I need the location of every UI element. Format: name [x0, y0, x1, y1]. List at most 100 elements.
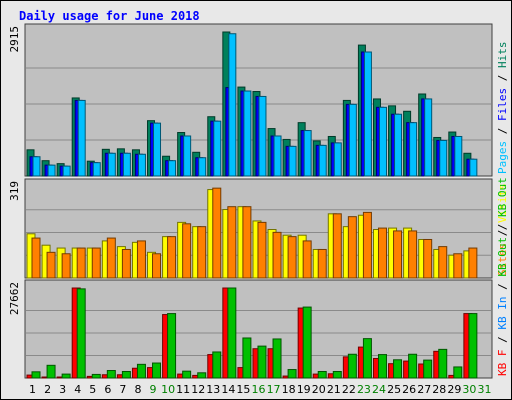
legend-entry: /	[496, 277, 509, 297]
kb-out-bar	[347, 353, 357, 379]
pages-bar	[469, 158, 478, 177]
day-label: 8	[134, 383, 141, 396]
kb-out-bar	[46, 364, 56, 379]
day-label: 24	[372, 383, 386, 396]
day-label: 14	[221, 383, 235, 396]
pages-bar	[198, 157, 207, 177]
kb-out-bar	[106, 370, 116, 379]
day-label: 25	[387, 383, 401, 396]
legend-entry: KB Out	[496, 177, 509, 217]
sites-bar	[106, 237, 116, 279]
day-label: 17	[267, 383, 281, 396]
day-label: 4	[74, 383, 81, 396]
day-label: 28	[432, 383, 446, 396]
kb-out-bar	[423, 359, 433, 379]
sites-bar	[167, 236, 177, 279]
pages-bar	[273, 135, 282, 177]
kb-out-bar	[31, 371, 41, 379]
legend-entry: /	[496, 217, 509, 237]
max-value-label: 27662	[8, 282, 21, 315]
pages-bar	[92, 162, 101, 177]
pages-bar	[394, 113, 403, 177]
pages-bar	[47, 164, 56, 177]
sites-bar	[227, 206, 237, 279]
max-value-label: 319	[8, 181, 21, 201]
kb-out-bar	[377, 354, 387, 379]
kb-out-bar	[121, 370, 131, 379]
pages-bar	[258, 95, 267, 177]
panel-legend: Pages / Files / Hits	[496, 42, 509, 175]
kb-out-bar	[453, 366, 463, 379]
kb-out-bar	[438, 348, 448, 379]
day-label: 22	[342, 383, 356, 396]
kb-out-bar	[76, 288, 86, 379]
sites-bar	[438, 246, 448, 279]
kb-out-bar	[393, 359, 403, 379]
kb-out-bar	[212, 351, 222, 379]
day-label: 30	[462, 383, 476, 396]
pages-bar	[32, 156, 41, 177]
sites-bar	[121, 248, 131, 279]
sites-bar	[61, 253, 71, 279]
legend-entry: Pages	[496, 141, 509, 174]
legend-entry: /	[496, 223, 509, 243]
sites-bar	[317, 248, 327, 279]
kb-out-bar	[408, 353, 418, 379]
day-label: 6	[104, 383, 111, 396]
sites-bar	[423, 238, 433, 279]
legend-entry: Hits	[496, 42, 509, 69]
day-label: 31	[477, 383, 491, 396]
day-label: 13	[206, 383, 220, 396]
kb-out-bar	[332, 370, 342, 379]
pages-bar	[363, 51, 372, 177]
sites-bar	[182, 223, 192, 279]
legend-entry: KB Out	[496, 237, 509, 277]
kb-out-bar	[257, 345, 267, 379]
pages-bar	[303, 130, 312, 177]
panel-legend: Sites / Visits	[496, 183, 509, 276]
day-label: 1	[29, 383, 36, 396]
pages-bar	[333, 142, 342, 177]
pages-bar	[424, 98, 433, 177]
kb-out-bar	[227, 287, 237, 379]
sites-bar	[287, 236, 297, 279]
chart-title: Daily usage for June 2018	[19, 9, 200, 23]
legend-entry: KB F	[496, 350, 509, 377]
day-label: 15	[236, 383, 250, 396]
day-label: 11	[176, 383, 190, 396]
kb-out-bar	[61, 373, 71, 379]
day-label: 10	[161, 383, 175, 396]
legend-entry: /	[496, 68, 509, 88]
kb-out-bar	[91, 373, 101, 379]
sites-bar	[91, 247, 101, 279]
legend-entry: Sites	[496, 243, 509, 276]
panel-legend: KB F / KB In / KB Out / KB Out	[496, 177, 509, 376]
sites-bar	[408, 230, 418, 279]
legend-entry: /	[496, 121, 509, 141]
pages-bar	[137, 153, 146, 177]
kb-out-bar	[287, 369, 297, 379]
pages-bar	[439, 139, 448, 177]
sites-bar	[242, 206, 252, 279]
kb-out-bar	[317, 370, 327, 379]
pages-bar	[168, 160, 177, 177]
legend-entry: Visits	[496, 183, 509, 223]
pages-bar	[107, 152, 116, 177]
day-label: 23	[357, 383, 371, 396]
legend-entry: /	[496, 330, 509, 350]
pages-bar	[454, 135, 463, 177]
max-value-label: 2915	[8, 26, 21, 53]
sites-bar	[272, 231, 282, 279]
kb-out-bar	[197, 372, 207, 379]
sites-bar	[46, 251, 56, 279]
kb-out-bar	[362, 338, 372, 379]
day-label: 5	[89, 383, 96, 396]
sites-bar	[377, 227, 387, 279]
legend-entry: KB In	[496, 297, 509, 330]
sites-bar	[31, 237, 41, 279]
day-label: 29	[447, 383, 461, 396]
day-label: 19	[297, 383, 311, 396]
day-label: 26	[402, 383, 416, 396]
day-label: 27	[417, 383, 431, 396]
